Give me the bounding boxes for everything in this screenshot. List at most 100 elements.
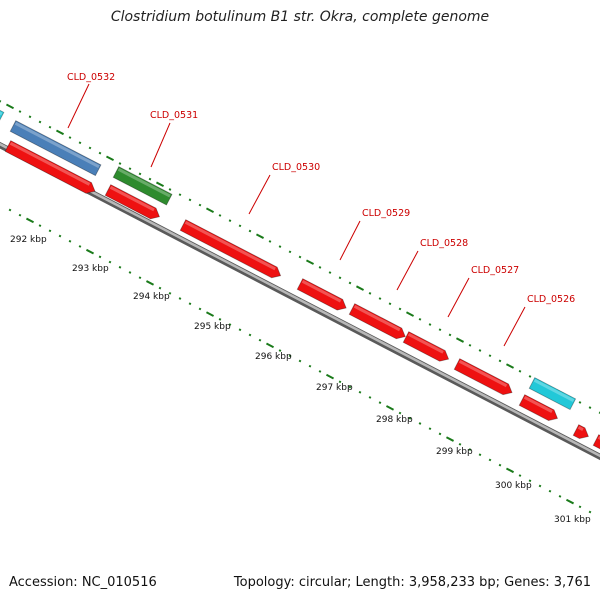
kbp-tick-dot — [578, 505, 582, 509]
outer-tick-dot — [168, 188, 172, 191]
kbp-tick-dot — [198, 307, 202, 311]
outer-tick-dot — [378, 297, 382, 300]
kbp-tick-dot — [428, 427, 432, 431]
gene-red-1[interactable] — [4, 140, 98, 197]
kbp-label: 297 kbp — [316, 383, 353, 393]
kbp-tick-major — [85, 248, 95, 255]
callout-line — [503, 306, 526, 347]
callout-line — [339, 220, 361, 261]
kbp-tick-dot — [418, 422, 422, 425]
kbp-tick-major — [445, 436, 455, 442]
kbp-tick-major — [325, 373, 335, 380]
gene-label[interactable]: CLD_0528 — [420, 238, 468, 249]
kbp-label: 301 kbp — [554, 515, 591, 525]
gene-label[interactable]: CLD_0532 — [67, 72, 115, 83]
kbp-scale-ring — [8, 208, 592, 514]
kbp-tick-dot — [218, 317, 222, 321]
kbp-tick-dot — [478, 453, 482, 457]
gene-label[interactable]: CLD_0529 — [362, 208, 410, 219]
kbp-tick-dot — [408, 416, 412, 420]
kbp-tick-dot — [368, 396, 372, 399]
kbp-tick-dot — [168, 291, 172, 295]
outer-tick-dot — [128, 167, 132, 171]
outer-tick-dot — [38, 120, 42, 124]
outer-tick-dot — [368, 292, 372, 295]
kbp-tick-dot — [238, 328, 242, 332]
gene-cld-0527[interactable] — [402, 331, 451, 365]
kbp-label: 293 kbp — [72, 264, 109, 274]
outer-tick-dot — [198, 203, 202, 207]
kbp-tick-dot — [78, 245, 82, 248]
outer-tick-dot — [588, 406, 592, 409]
kbp-tick-major — [565, 498, 575, 505]
kbp-tick-dot — [458, 442, 462, 446]
outer-tick-dot — [28, 115, 32, 119]
gene-label[interactable]: CLD_0526 — [527, 294, 575, 305]
gene-label[interactable]: CLD_0530 — [272, 162, 320, 173]
outer-tick-dot — [528, 375, 532, 378]
kbp-label: 299 kbp — [436, 447, 473, 457]
kbp-label: 300 kbp — [495, 481, 532, 491]
kbp-tick-major — [25, 217, 35, 224]
kbp-tick-dot — [528, 479, 532, 483]
kbp-tick-dot — [248, 333, 252, 337]
outer-tick-major — [155, 181, 165, 188]
outer-tick-dot — [468, 343, 472, 347]
kbp-tick-dot — [278, 349, 282, 352]
kbp-label: 294 kbp — [133, 292, 170, 302]
gene-cld-0532[interactable] — [9, 120, 102, 177]
kbp-tick-dot — [558, 495, 562, 498]
gene-cyan-right[interactable] — [528, 377, 577, 411]
outer-tick-dot — [88, 146, 92, 150]
kbp-tick-dot — [308, 364, 312, 368]
outer-tick-dot — [578, 401, 582, 404]
callout-line — [248, 174, 271, 215]
kbp-tick-dot — [318, 370, 322, 373]
outer-tick-dot — [278, 245, 282, 248]
gene-red-2[interactable] — [104, 184, 162, 222]
outer-tick-major — [305, 259, 315, 265]
gene-red-9[interactable] — [572, 424, 591, 442]
gene-cyan-left[interactable] — [0, 108, 5, 124]
kbp-tick-dot — [468, 448, 472, 451]
kbp-tick-major — [265, 342, 275, 349]
outer-tick-dot — [298, 255, 302, 259]
outer-tick-major — [355, 285, 365, 291]
gene-cld-0529[interactable] — [296, 278, 349, 314]
callout-line — [447, 277, 470, 318]
kbp-tick-dot — [378, 401, 382, 405]
kbp-label: 295 kbp — [194, 322, 231, 332]
kbp-tick-dot — [488, 458, 492, 462]
kbp-tick-dot — [348, 385, 352, 389]
kbp-tick-dot — [128, 271, 132, 274]
kbp-tick-dot — [258, 338, 262, 342]
kbp-tick-dot — [58, 234, 62, 238]
genome-backbone — [0, 141, 600, 461]
kbp-tick-dot — [188, 302, 192, 306]
kbp-tick-dot — [358, 390, 362, 394]
kbp-tick-dot — [538, 484, 542, 488]
gene-cld-0526[interactable] — [453, 358, 515, 398]
gene-red-10[interactable] — [592, 434, 600, 452]
outer-tick-dot — [178, 193, 182, 197]
kbp-tick-dot — [8, 208, 12, 212]
outer-tick-dot — [488, 354, 492, 358]
gene-red-8[interactable] — [518, 394, 560, 424]
kbp-tick-dot — [518, 474, 522, 477]
kbp-tick-dot — [338, 380, 342, 384]
gene-cld-0530[interactable] — [179, 219, 283, 281]
outer-tick-major — [205, 207, 215, 213]
outer-tick-dot — [18, 110, 22, 113]
kbp-tick-dot — [438, 432, 442, 436]
outer-tick-dot — [338, 276, 342, 280]
gene-cld-0528[interactable] — [348, 303, 408, 342]
outer-tick-dot — [398, 307, 402, 311]
outer-tick-dot — [148, 177, 152, 181]
kbp-tick-dot — [288, 354, 292, 358]
gene-label[interactable]: CLD_0527 — [471, 265, 519, 276]
kbp-tick-dot — [158, 286, 162, 290]
gene-cld-0531[interactable] — [112, 166, 173, 206]
outer-tick-dot — [248, 229, 252, 233]
gene-label[interactable]: CLD_0531 — [150, 110, 198, 121]
